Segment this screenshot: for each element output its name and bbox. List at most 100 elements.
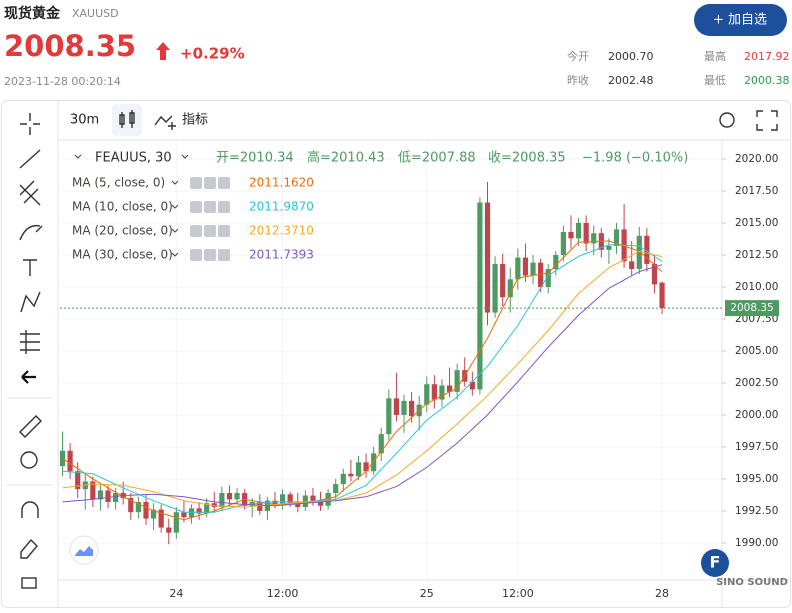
fullscreen-icon[interactable]: [756, 110, 778, 131]
candle-body: [257, 501, 263, 511]
candle-body: [636, 235, 642, 270]
candle-body: [393, 398, 400, 415]
stat-label: 最低: [704, 74, 726, 87]
y-tick-label: 2010.00: [735, 281, 778, 293]
indicators-button[interactable]: 指标: [182, 113, 208, 128]
candle-body: [606, 246, 612, 250]
legend: FEAUUS, 30 开=2010.34 高=2010.43 低=2007.88…: [72, 150, 688, 262]
text-tool[interactable]: [23, 259, 37, 276]
candle-body: [325, 492, 331, 506]
candle-body: [553, 254, 559, 270]
y-tick-label: 2015.00: [735, 217, 778, 229]
prediction-tool[interactable]: [20, 330, 40, 354]
x-tick-label: 12:00: [502, 587, 534, 600]
up-arrow: [156, 42, 170, 60]
candle-body: [484, 202, 491, 313]
ma-legend-value: 2011.9870: [249, 200, 314, 214]
y-tick-label: 2005.00: [735, 345, 778, 357]
candle-body: [196, 508, 202, 514]
candle-body: [113, 492, 119, 502]
legend-chevron: [171, 252, 179, 257]
legend-symbol: FEAUUS, 30: [95, 151, 172, 166]
legend-chevron: [171, 228, 179, 233]
crosshair-tool[interactable]: [20, 113, 40, 135]
candle-body: [568, 231, 574, 239]
candle-body: [287, 494, 293, 504]
candle-body: [279, 494, 286, 505]
indicator-icon: [154, 115, 176, 130]
legend-low: 低=2007.88: [398, 151, 476, 166]
settings-icon[interactable]: [719, 112, 735, 128]
candle-body: [317, 500, 324, 506]
chart-mode-button[interactable]: [69, 535, 99, 565]
candle-body: [500, 263, 506, 298]
candle-body: [378, 434, 384, 454]
candle-body: [173, 512, 179, 533]
lock-draw-tool[interactable]: [20, 538, 38, 559]
candle-body: [166, 527, 172, 533]
y-tick-label: 2020.00: [735, 153, 778, 165]
watermark: SINO SOUND: [716, 577, 788, 588]
timestamp: 2023-11-28 00:20:14: [4, 75, 121, 88]
candle-body: [204, 503, 210, 514]
candle-body: [522, 257, 529, 276]
lock-tool[interactable]: [21, 577, 37, 589]
legend-close: 收=2008.35: [488, 151, 566, 166]
chart-mode-icon: [75, 546, 93, 556]
legend-toggle: [190, 225, 202, 237]
stat-label: 最高: [704, 49, 726, 63]
candle-body: [439, 385, 445, 400]
pattern-tool[interactable]: [20, 291, 41, 313]
ruler-tool[interactable]: [19, 415, 42, 438]
trendline-tool[interactable]: [19, 149, 41, 169]
symbol: XAUUSD: [72, 7, 119, 20]
candle-body: [158, 509, 164, 528]
stat-label: 今开: [567, 49, 589, 63]
stat-value: 2002.48: [608, 74, 654, 87]
candle-body: [355, 462, 362, 477]
ma-line: [62, 250, 663, 508]
ma-legend-name: MA (20, close, 0): [72, 224, 173, 238]
add-watchlist-button[interactable]: [694, 4, 787, 36]
ma-legend-value: 2012.3710: [249, 224, 314, 238]
stat-value: 2000.38: [744, 74, 790, 87]
ma-line: [62, 244, 663, 513]
legend-chevron: [171, 204, 179, 209]
candle-body: [613, 229, 620, 247]
ma-legend-name: MA (5, close, 0): [72, 176, 165, 190]
ma-legend-value: 2011.1620: [249, 176, 314, 190]
candle-body: [234, 492, 240, 500]
back-tool[interactable]: [21, 370, 36, 384]
candle-body: [530, 262, 536, 276]
legend-open: 开=2010.34: [216, 151, 294, 166]
candle-body: [446, 385, 453, 392]
candle-body: [310, 495, 316, 501]
legend-high: 高=2010.43: [307, 150, 385, 166]
legend-toggle: [190, 177, 202, 189]
candle-body: [469, 381, 475, 390]
stat-value: 2000.70: [608, 50, 654, 63]
chart-type-button[interactable]: [112, 104, 142, 136]
candle-body: [644, 235, 650, 264]
candle-body: [67, 450, 73, 472]
fib-tool[interactable]: [19, 180, 41, 206]
interval-button[interactable]: 30m: [70, 113, 99, 128]
candle-body: [219, 492, 225, 508]
legend-toggle: [218, 225, 230, 237]
legend-chevron: [171, 180, 179, 185]
brush-tool[interactable]: [19, 224, 43, 241]
candle-body: [128, 498, 134, 513]
candle-body: [591, 233, 597, 244]
stat-label: 昨收: [567, 73, 589, 87]
title: 现货黄金: [4, 5, 61, 22]
candle-body: [188, 508, 195, 518]
candle-body: [226, 492, 233, 500]
candle-body: [272, 500, 278, 505]
ma-line: [62, 240, 663, 521]
magnet-tool[interactable]: [21, 501, 39, 518]
candle-body: [333, 484, 339, 493]
ma-legend-value: 2011.7393: [249, 248, 314, 262]
zoom-tool[interactable]: [20, 451, 38, 469]
button-label[interactable]: + 加自选: [713, 13, 767, 28]
